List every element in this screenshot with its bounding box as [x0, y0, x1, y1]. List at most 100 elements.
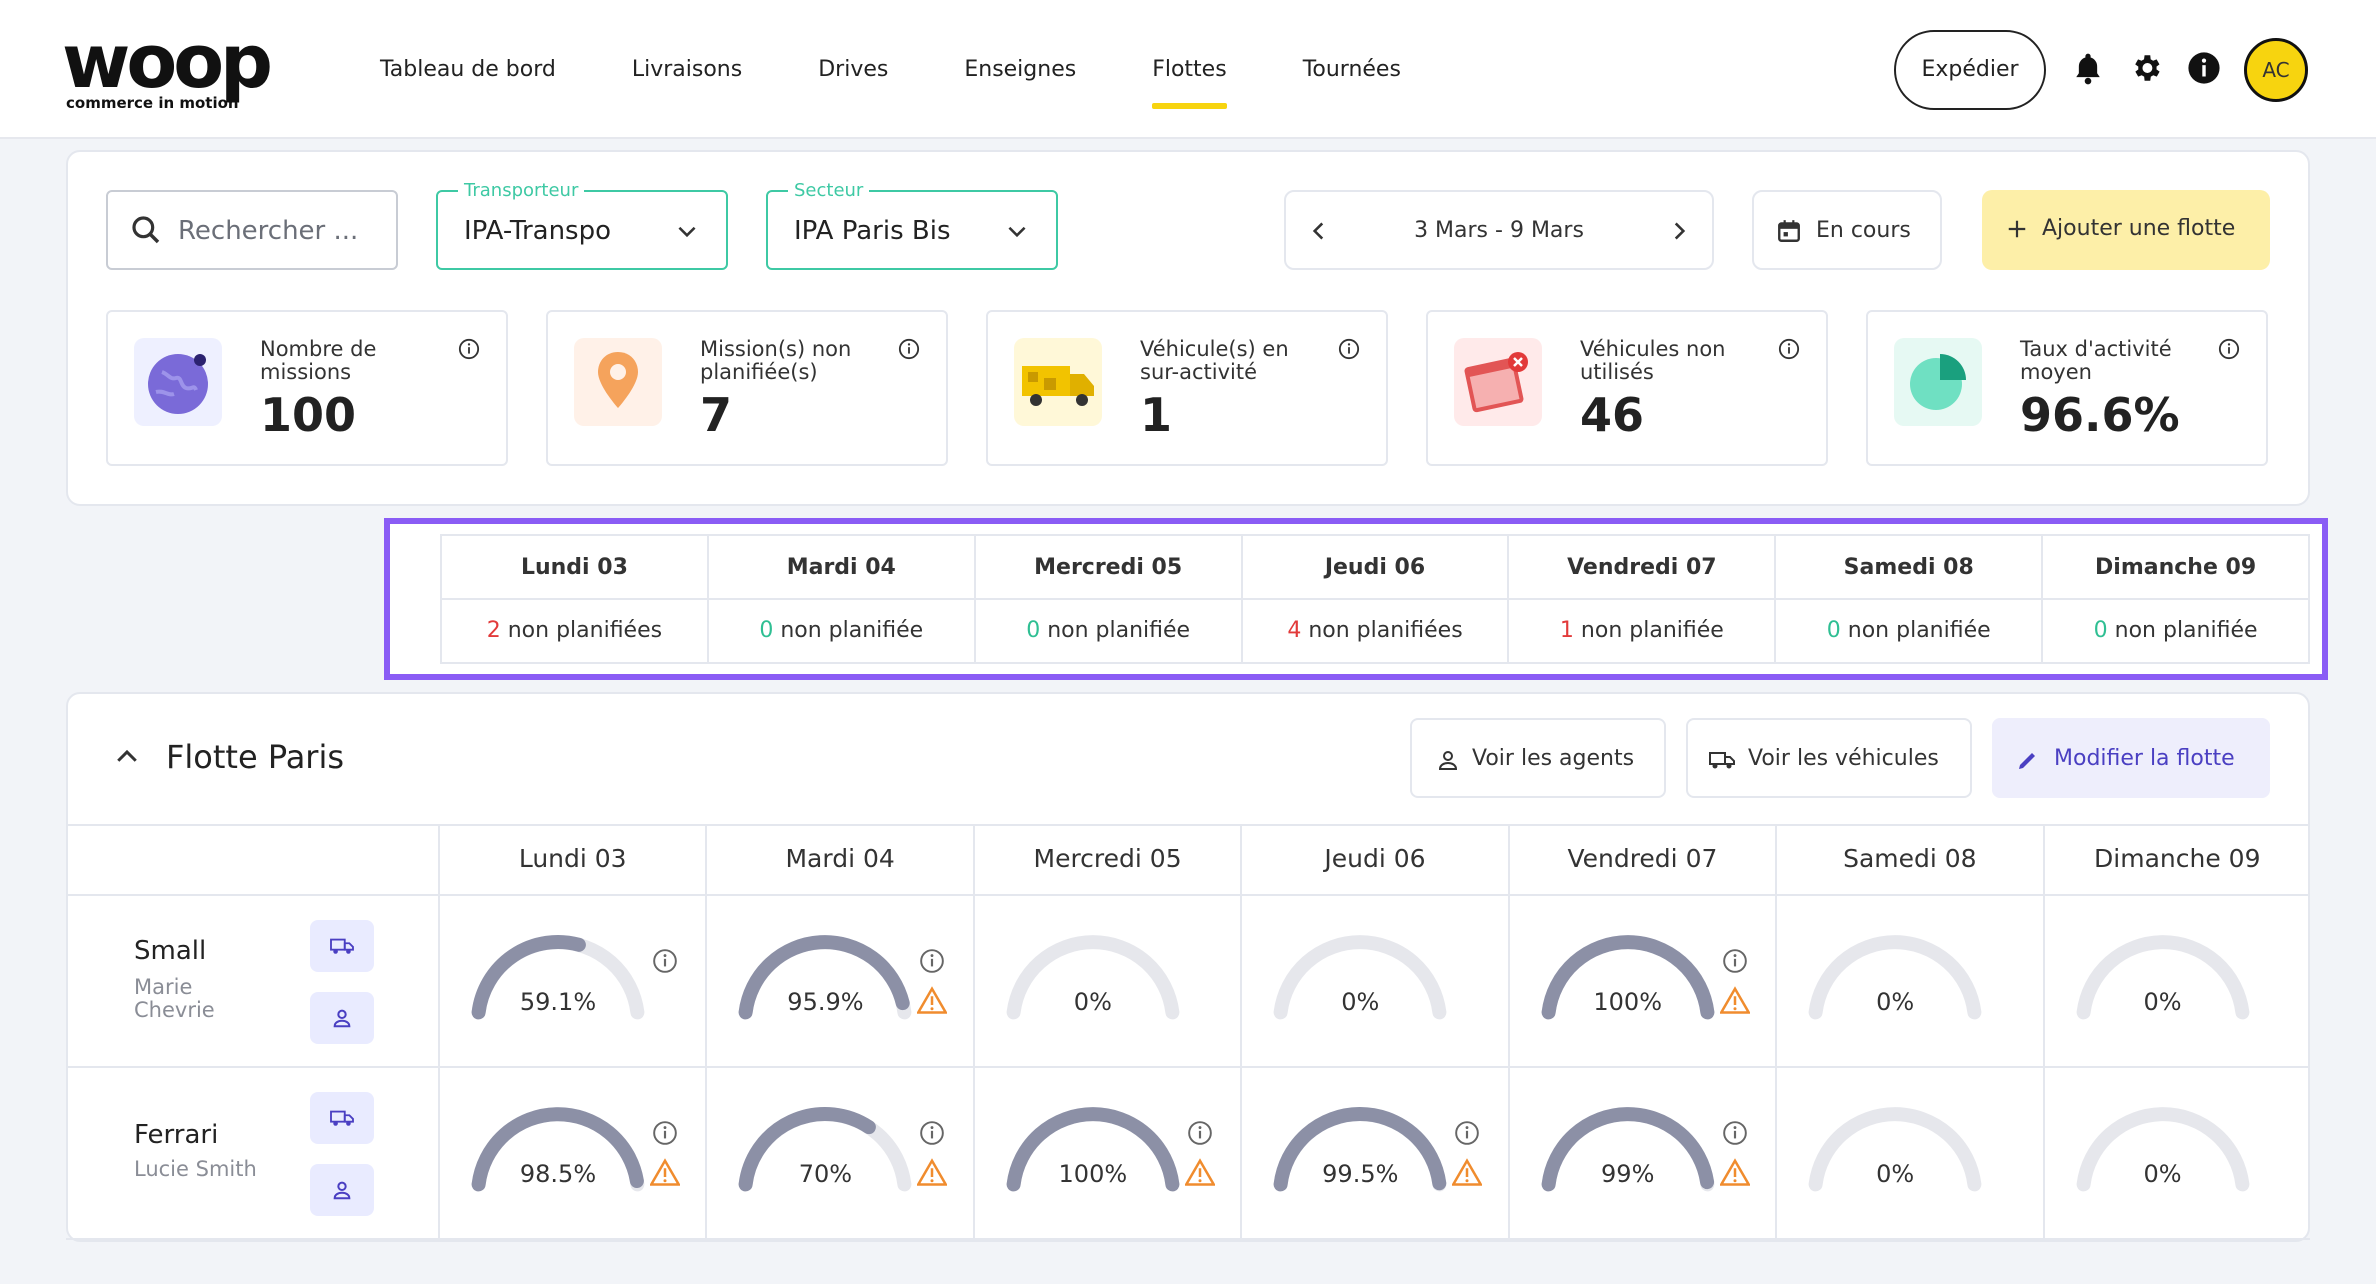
unplanned-number: 1 [1559, 618, 1574, 643]
info-icon[interactable] [652, 1120, 678, 1146]
warning-icon[interactable] [1719, 986, 1750, 1014]
date-range-navigator: 3 Mars - 9 Mars [1284, 190, 1714, 270]
search-input[interactable]: Rechercher ... [106, 190, 398, 270]
info-icon[interactable] [1722, 948, 1748, 974]
warning-icon[interactable] [650, 1158, 680, 1186]
unplanned-number: 0 [1826, 618, 1841, 643]
fleet-day-cell: 0% [972, 896, 1240, 1066]
chevron-left-icon[interactable] [1306, 218, 1332, 244]
fleet-day-cell: 59.1% [438, 896, 705, 1066]
info-icon[interactable] [1187, 1120, 1213, 1146]
week-day-header: Jeudi 06 [1242, 536, 1508, 600]
fleet-day-cell: 70% [705, 1068, 972, 1238]
activity-percentage: 100% [1593, 988, 1663, 1016]
bell-icon[interactable] [2070, 50, 2106, 86]
vehicle-button[interactable] [310, 1092, 374, 1144]
transporteur-select[interactable]: Transporteur IPA-Transpo [436, 180, 728, 270]
agent-button[interactable] [310, 1164, 374, 1216]
info-icon[interactable] [2218, 338, 2240, 360]
nav-enseignes[interactable]: Enseignes [964, 57, 1077, 82]
nav-tournees[interactable]: Tournées [1302, 57, 1401, 82]
week-day-header: Lundi 03 [442, 536, 707, 600]
info-icon[interactable] [652, 948, 678, 974]
kpi-value: 7 [700, 388, 733, 442]
week-day-column: Dimanche 09 0 non planifiée [2043, 536, 2309, 662]
info-icon[interactable] [1722, 1120, 1748, 1146]
unplanned-number: 0 [2093, 618, 2108, 643]
warning-icon[interactable] [1184, 1158, 1215, 1186]
fleet-day-cell: 100% [1507, 896, 1775, 1066]
info-icon[interactable] [458, 338, 480, 360]
fleet-grid-header-row: Lundi 03 Mardi 04 Mercredi 05 Jeudi 06 Vendr… [66, 826, 2310, 896]
view-agents-button[interactable]: Voir les agents [1410, 718, 1666, 798]
expedier-button[interactable]: Expédier [1894, 30, 2046, 110]
week-unplanned-count: 0 non planifiée [976, 600, 1241, 662]
fleet-day-cell: 0% [1775, 1068, 2042, 1238]
edit-fleet-button[interactable]: Modifier la flotte [1992, 718, 2270, 798]
add-fleet-button[interactable]: Ajouter une flotte [1982, 190, 2270, 270]
view-vehicles-button[interactable]: Voir les véhicules [1686, 718, 1972, 798]
info-icon[interactable] [1778, 338, 1800, 360]
kpi-value: 96.6% [2020, 388, 2180, 442]
kpi-card-overactive-vehicles: Véhicule(s) en sur-activité 1 [986, 310, 1388, 466]
unplanned-text: non planifiées [500, 618, 663, 643]
nav-drives[interactable]: Drives [818, 57, 889, 82]
week-day-header: Mercredi 05 [975, 536, 1241, 600]
activity-gauge [739, 935, 912, 1020]
woop-logo[interactable]: woop commerce in motion [62, 22, 312, 118]
info-icon[interactable] [1454, 1120, 1480, 1146]
logo-wordmark: woop [62, 19, 273, 105]
kpi-value: 46 [1580, 388, 1645, 442]
nav-tableau-de-bord[interactable]: Tableau de bord [380, 57, 556, 82]
vehicle-name: Small [134, 936, 207, 966]
activity-percentage: 0% [2143, 988, 2182, 1016]
week-day-header: Mardi 04 [708, 536, 974, 600]
week-unplanned-count: 2 non planifiées [442, 600, 707, 662]
en-cours-button[interactable]: En cours [1752, 190, 1942, 270]
edit-fleet-label: Modifier la flotte [2054, 746, 2235, 771]
chevron-up-icon[interactable] [112, 742, 142, 772]
user-avatar[interactable]: AC [2244, 38, 2308, 102]
fleet-day-cell: 100% [972, 1068, 1240, 1238]
vehicle-button[interactable] [310, 920, 374, 972]
activity-percentage: 0% [1876, 1160, 1915, 1188]
activity-percentage: 0% [1876, 988, 1915, 1016]
info-icon[interactable] [898, 338, 920, 360]
activity-gauge [1006, 1107, 1180, 1192]
en-cours-label: En cours [1816, 218, 1911, 243]
week-unplanned-count: 0 non planifiée [709, 600, 974, 662]
add-fleet-label: Ajouter une flotte [2042, 216, 2236, 241]
fleet-day-header: Mardi 04 [705, 826, 972, 894]
unplanned-number: 0 [759, 618, 774, 643]
activity-percentage: 95.9% [787, 988, 864, 1016]
info-icon[interactable] [2186, 50, 2222, 86]
vehicle-agent-name: Marie [134, 975, 193, 999]
activity-percentage: 0% [1341, 988, 1380, 1016]
warning-icon[interactable] [917, 1158, 948, 1186]
info-icon[interactable] [919, 948, 945, 974]
activity-gauge [1541, 935, 1715, 1020]
info-icon[interactable] [919, 1120, 945, 1146]
transporteur-legend: Transporteur [458, 180, 585, 201]
activity-gauge [1006, 935, 1180, 1020]
gear-icon[interactable] [2128, 50, 2164, 86]
transporteur-value: IPA-Transpo [464, 216, 612, 246]
person-icon [1438, 751, 1458, 770]
activity-gauge [1541, 1107, 1715, 1192]
warning-icon[interactable] [1452, 1158, 1483, 1186]
warning-icon[interactable] [1719, 1158, 1750, 1186]
kpi-label: Véhicule(s) en sur-activité [1140, 337, 1289, 384]
warning-icon[interactable] [917, 986, 948, 1014]
nav-flottes[interactable]: Flottes [1152, 0, 1228, 139]
activity-percentage: 0% [2143, 1160, 2182, 1188]
agent-button[interactable] [310, 992, 374, 1044]
top-navigation-bar: woop commerce in motion Tableau de bord … [0, 0, 2376, 139]
view-agents-label: Voir les agents [1472, 746, 1635, 771]
unplanned-text: non planifiée [1840, 618, 1991, 643]
secteur-select[interactable]: Secteur IPA Paris Bis [766, 180, 1058, 270]
chevron-right-icon[interactable] [1666, 218, 1692, 244]
nav-livraisons[interactable]: Livraisons [631, 57, 743, 82]
info-icon[interactable] [1338, 338, 1360, 360]
activity-gauge [471, 1107, 645, 1192]
activity-percentage: 99.5% [1322, 1160, 1399, 1188]
